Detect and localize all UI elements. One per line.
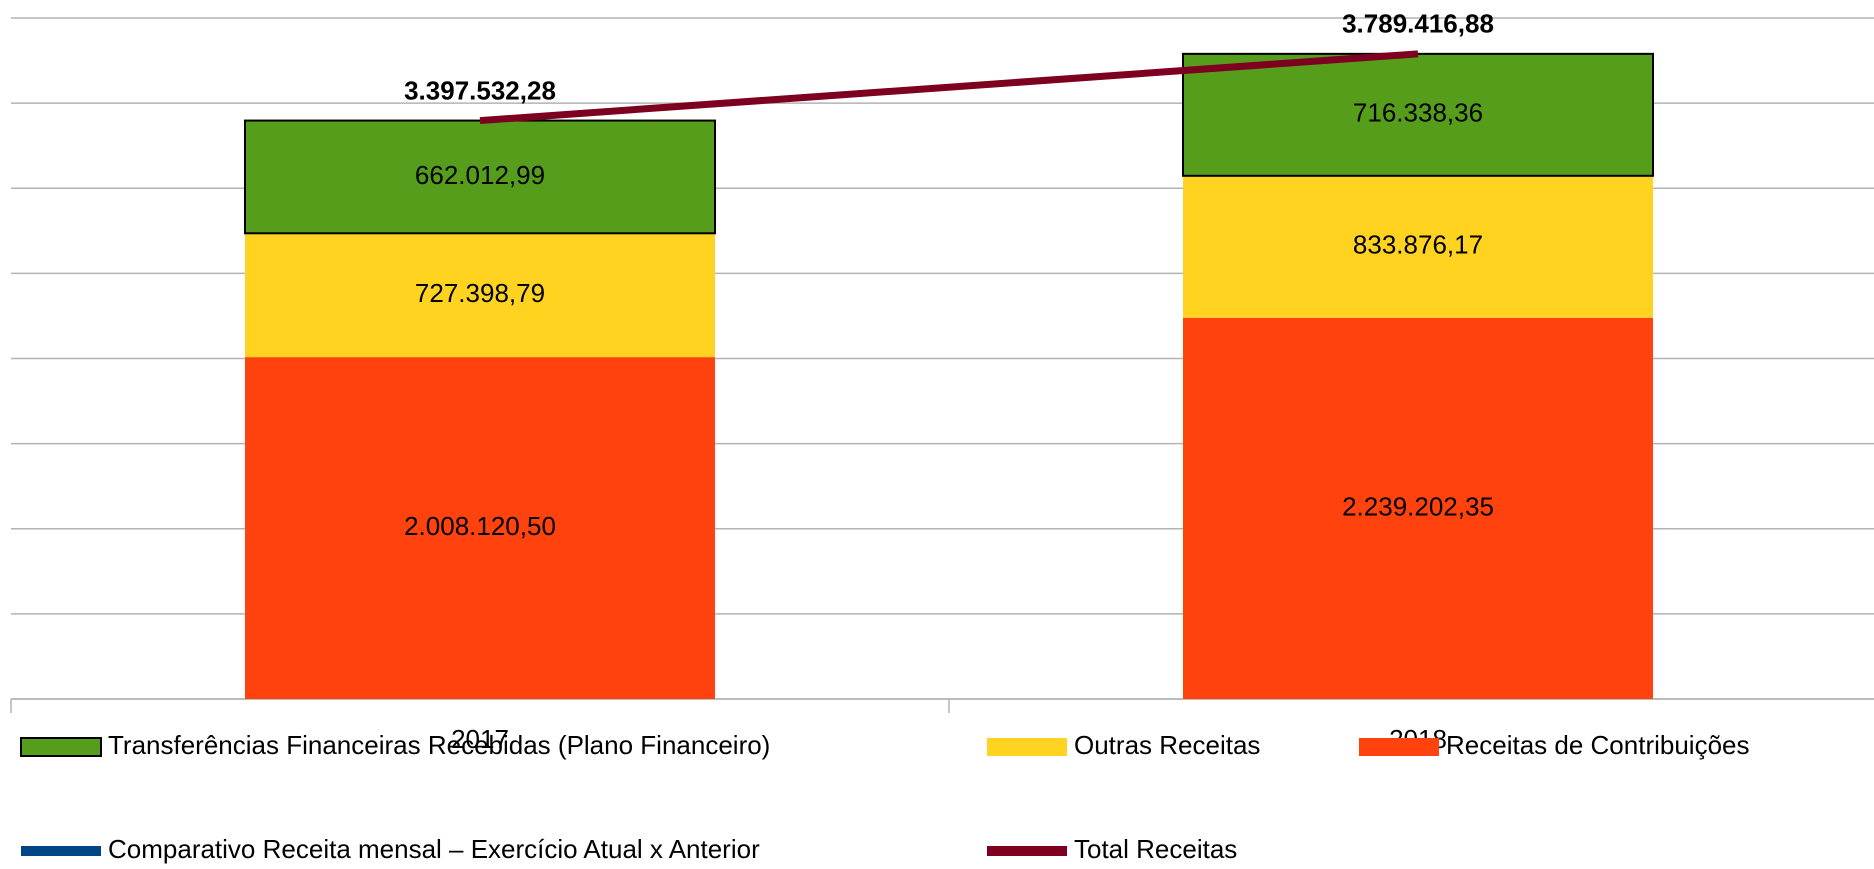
data-label: 727.398,79	[415, 278, 545, 308]
data-label: 662.012,99	[415, 160, 545, 190]
bar-segment	[1183, 175, 1653, 318]
bar-segment	[244, 119, 716, 235]
total-label: 3.789.416,88	[1342, 9, 1494, 39]
legend-swatch	[987, 846, 1067, 856]
legend-swatch	[1359, 738, 1439, 756]
total-line	[479, 50, 1419, 125]
x-tick-label: 2017	[451, 724, 509, 754]
total-label: 3.397.532,28	[404, 75, 556, 105]
legend-swatch	[20, 737, 102, 757]
bar-segment	[245, 357, 715, 699]
bar-segment	[245, 233, 715, 358]
data-label: 2.008.120,50	[404, 511, 556, 541]
legend-label: Comparativo Receita mensal – Exercício A…	[108, 834, 760, 864]
legend-swatch	[21, 846, 101, 856]
legend-label: Transferências Financeiras Recebidas (Pl…	[108, 730, 770, 760]
data-label: 2.239.202,35	[1342, 491, 1494, 521]
data-label: 833.876,17	[1353, 230, 1483, 260]
data-label: 716.338,36	[1353, 98, 1483, 128]
legend-label: Outras Receitas	[1074, 730, 1260, 760]
legend-swatch	[987, 738, 1067, 756]
bar-segment	[1183, 317, 1653, 699]
legend-label: Receitas de Contribuições	[1446, 730, 1750, 760]
bar-segment	[1182, 52, 1654, 177]
legend-label: Total Receitas	[1074, 834, 1237, 864]
